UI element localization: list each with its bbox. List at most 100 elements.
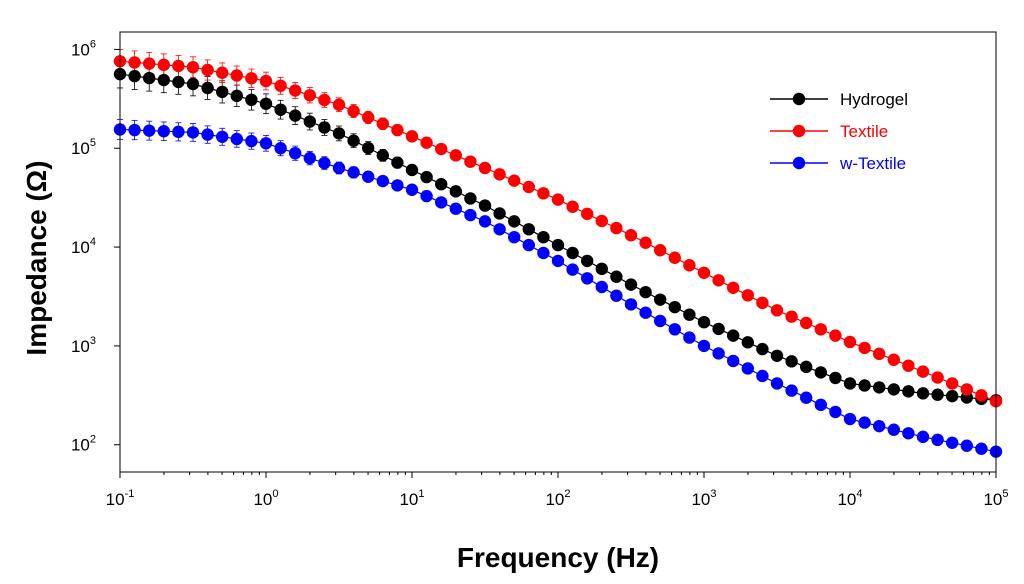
data-point-w-textile <box>770 377 784 390</box>
data-point-textile <box>230 69 243 82</box>
data-point-hydrogel <box>610 270 623 283</box>
data-point-w-textile <box>654 314 667 328</box>
data-point-w-textile <box>391 179 404 192</box>
data-point-hydrogel <box>770 349 784 362</box>
data-point-textile <box>756 296 769 310</box>
data-point-w-textile <box>157 125 170 138</box>
data-point-hydrogel <box>551 238 565 252</box>
data-point-hydrogel <box>683 308 696 321</box>
data-point-textile <box>668 251 681 264</box>
data-point-w-textile <box>595 280 608 294</box>
data-point-hydrogel <box>946 389 959 403</box>
data-point-w-textile <box>756 369 769 383</box>
data-point-textile <box>391 123 404 137</box>
data-point-w-textile <box>128 123 141 137</box>
data-point-hydrogel <box>143 71 156 85</box>
data-point-textile <box>493 168 506 181</box>
x-tick-label: 102 <box>545 488 570 509</box>
legend: Hydrogel Textile w-Textile <box>770 90 908 173</box>
data-point-hydrogel <box>902 385 915 398</box>
data-point-hydrogel <box>347 134 360 147</box>
data-point-w-textile <box>420 189 433 203</box>
data-point-w-textile <box>858 416 871 429</box>
data-point-hydrogel <box>639 285 652 299</box>
y-tick-labels: 102 103 104 105 106 <box>71 38 96 454</box>
data-point-hydrogel <box>216 85 229 99</box>
data-point-w-textile <box>245 134 258 148</box>
data-point-textile <box>508 174 521 187</box>
data-point-textile <box>172 59 185 73</box>
data-point-hydrogel <box>843 377 857 390</box>
data-point-w-textile <box>712 347 725 360</box>
data-point-textile <box>420 136 433 149</box>
x-tick-label: 105 <box>983 488 1008 509</box>
data-point-hydrogel <box>157 73 170 87</box>
data-point-w-textile <box>289 146 302 160</box>
data-point-textile <box>143 57 156 70</box>
x-tick-label: 10-1 <box>106 488 135 509</box>
x-tick-label: 103 <box>691 488 716 509</box>
data-point-w-textile <box>230 132 243 146</box>
data-point-textile <box>362 111 375 124</box>
data-point-w-textile <box>186 126 200 139</box>
data-point-w-textile <box>522 238 535 252</box>
data-point-hydrogel <box>449 185 462 198</box>
data-point-textile <box>347 104 360 118</box>
data-point-textile <box>741 289 754 302</box>
data-point-w-textile <box>727 354 740 368</box>
data-point-hydrogel <box>727 329 740 342</box>
data-point-hydrogel <box>362 141 375 155</box>
data-point-w-textile <box>683 331 696 344</box>
data-point-textile <box>478 161 492 175</box>
data-point-w-textile <box>478 215 492 228</box>
data-point-w-textile <box>843 412 857 426</box>
data-point-textile <box>551 193 565 206</box>
data-point-w-textile <box>814 398 827 412</box>
data-point-w-textile <box>303 151 316 165</box>
data-point-textile <box>449 149 462 162</box>
data-point-hydrogel <box>697 315 711 329</box>
data-point-w-textile <box>172 125 185 139</box>
data-point-hydrogel <box>376 149 389 162</box>
data-point-w-textile <box>537 246 550 260</box>
y-tick-label: 104 <box>71 236 96 257</box>
data-point-hydrogel <box>508 215 521 228</box>
axis-ticks <box>114 48 997 478</box>
data-point-hydrogel <box>916 387 930 400</box>
data-point-hydrogel <box>785 355 798 368</box>
y-tick-label: 102 <box>71 434 96 455</box>
data-point-hydrogel <box>201 81 214 95</box>
data-point-textile <box>697 266 711 279</box>
data-point-textile <box>683 259 696 272</box>
data-point-textile <box>274 79 287 92</box>
data-point-hydrogel <box>303 115 316 128</box>
data-point-textile <box>318 93 331 107</box>
data-point-w-textile <box>741 362 754 375</box>
x-tick-label: 104 <box>837 488 862 509</box>
data-point-w-textile <box>362 170 375 183</box>
data-point-textile <box>245 72 258 85</box>
data-point-textile <box>960 383 973 396</box>
data-point-textile <box>595 214 608 228</box>
data-point-hydrogel <box>186 77 200 91</box>
data-point-textile <box>581 207 594 221</box>
data-point-textile <box>814 323 827 336</box>
data-point-w-textile <box>435 196 448 209</box>
data-point-textile <box>916 365 930 378</box>
data-point-textile <box>639 236 652 249</box>
data-point-textile <box>624 229 638 242</box>
data-point-hydrogel <box>289 109 302 122</box>
data-point-hydrogel <box>712 322 725 336</box>
data-point-hydrogel <box>829 371 842 385</box>
data-point-hydrogel <box>566 246 579 260</box>
data-point-textile <box>522 180 535 194</box>
data-point-w-textile <box>449 202 462 215</box>
y-tick-label: 103 <box>71 335 96 356</box>
data-point-w-textile <box>960 439 973 452</box>
data-point-hydrogel <box>931 388 944 401</box>
data-point-hydrogel <box>274 103 287 116</box>
data-point-w-textile <box>873 419 886 433</box>
data-point-w-textile <box>508 230 521 244</box>
legend-label: Textile <box>840 122 888 141</box>
data-point-w-textile <box>581 272 594 285</box>
